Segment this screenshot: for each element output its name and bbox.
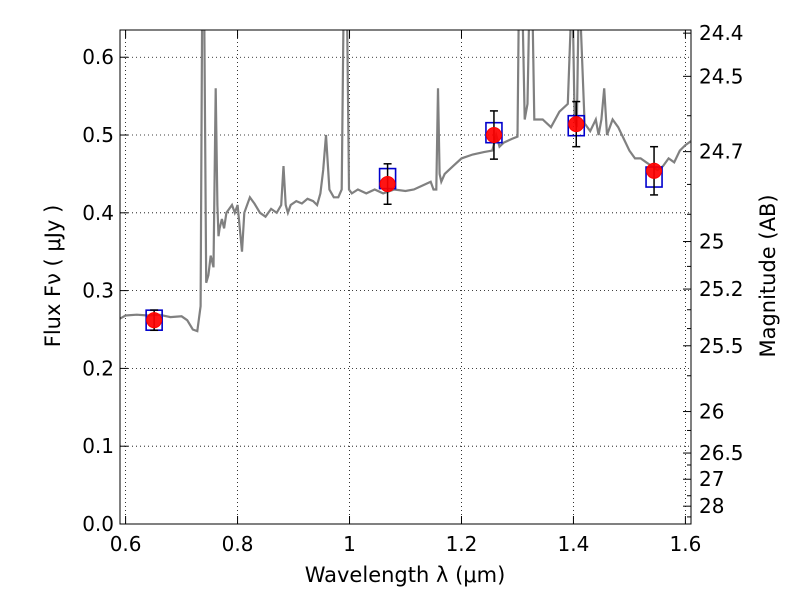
observed-photometry-points [146, 116, 663, 329]
magnitude-tick-label: 25.2 [699, 277, 744, 301]
x-tick-label: 1 [343, 532, 356, 556]
plot-content [120, 30, 691, 333]
observed-flux-point [146, 312, 163, 329]
magnitude-tick-label: 26.5 [699, 441, 744, 465]
magnitude-tick-label: 28 [699, 494, 724, 518]
y-tick-label: 0.5 [82, 123, 114, 147]
y-axis-label: Flux Fν ( μJy ) [41, 205, 65, 348]
model-spectrum-line [120, 30, 691, 333]
y-tick-label: 0.1 [82, 434, 114, 458]
magnitude-axis-ticks: 24.4 24.5 24.7 25 25.2 25.5 26 26.527 28 [683, 21, 744, 518]
observed-flux-point [485, 127, 502, 144]
magnitude-tick-label: 24.7 [699, 140, 744, 164]
plot-frame [119, 29, 692, 525]
magnitude-tick-label: 24.4 [699, 21, 744, 45]
observed-flux-point [379, 176, 396, 193]
y-tick-label: 0.4 [82, 201, 114, 225]
magnitude-tick-label: 27 [699, 467, 724, 491]
y-tick-label: 0.3 [82, 279, 114, 303]
y-tick-label: 0.6 [82, 45, 114, 69]
magnitude-tick-label: 26 [699, 400, 724, 424]
magnitude-tick-label: 24.5 [699, 64, 744, 88]
x-axis-label: Wavelength λ (μm) [305, 563, 506, 587]
observed-flux-point [568, 116, 585, 133]
x-tick-label: 1.2 [446, 532, 478, 556]
observed-flux-point [646, 162, 663, 179]
y-tick-label: 0.0 [82, 512, 114, 536]
magnitude-axis-label: Magnitude (AB) [756, 194, 780, 357]
x-tick-label: 0.8 [222, 532, 254, 556]
x-tick-label: 0.6 [110, 532, 142, 556]
x-tick-label: 1.6 [669, 532, 701, 556]
y-axis-ticks: 0.0 0.1 0.2 0.3 0.4 0.5 0.6 [82, 45, 128, 536]
x-tick-label: 1.4 [558, 532, 590, 556]
y-tick-label: 0.2 [82, 356, 114, 380]
magnitude-tick-label: 25 [699, 230, 724, 254]
magnitude-tick-label: 25.5 [699, 334, 744, 358]
x-axis-ticks: 0.6 0.8 1 1.2 1.4 1.6 [110, 30, 701, 556]
